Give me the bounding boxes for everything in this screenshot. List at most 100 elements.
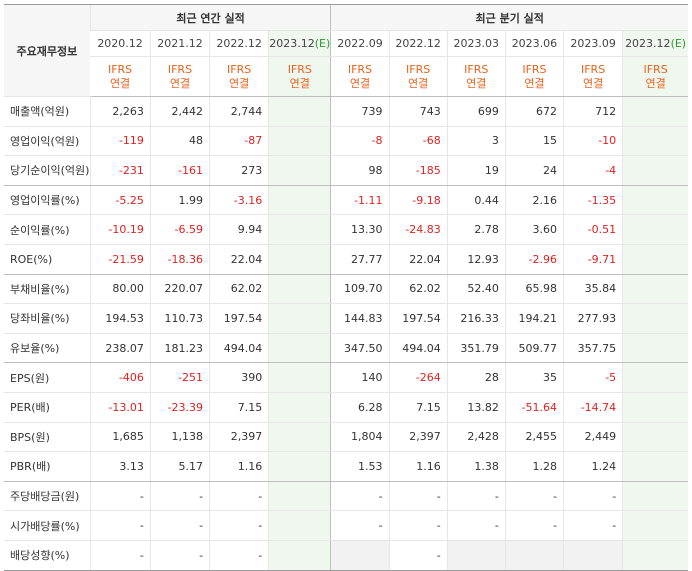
table-cell: -8: [330, 126, 390, 157]
table-cell: 238.07: [89, 333, 151, 364]
table-cell: 1,138: [149, 422, 210, 453]
annual-group-header: 최근 연간 실적: [89, 4, 331, 31]
period-header: 2022.12: [209, 30, 269, 57]
table-cell: 197.54: [388, 303, 448, 334]
table-cell: [268, 96, 331, 127]
table-cell: -68: [388, 126, 448, 157]
table-cell: 699: [446, 96, 506, 127]
table-cell: 2.78: [446, 214, 506, 245]
table-row: 영업이익률(%) -5.25 1.99 -3.16 -1.11 -9.18 0.44 2.16…: [4, 185, 688, 216]
table-cell: -: [504, 481, 564, 512]
table-cell: [330, 540, 390, 571]
table-cell: [622, 481, 688, 512]
table-cell: 52.40: [446, 274, 506, 305]
table-cell: 712: [563, 96, 623, 127]
row-label: 유보율(%): [4, 333, 91, 364]
row-label: 당좌비율(%): [4, 303, 91, 334]
table-cell: 35: [504, 362, 564, 393]
table-cell: 216.33: [446, 303, 506, 334]
table-cell: -: [388, 481, 448, 512]
period-header: 2023.06: [504, 30, 564, 57]
period-label: 2020.12: [97, 37, 143, 50]
accounting-standard: IFRS 연결: [388, 56, 448, 97]
table-cell: [622, 214, 688, 245]
row-label: BPS(원): [4, 422, 91, 453]
table-cell: 2,744: [209, 96, 269, 127]
table-cell: 2,263: [89, 96, 151, 127]
table-cell: [268, 126, 331, 157]
table-cell: 22.04: [388, 244, 448, 275]
table-cell: [622, 155, 688, 186]
table-cell: -161: [149, 155, 210, 186]
table-cell: [268, 451, 331, 482]
table-cell: -251: [149, 362, 210, 393]
period-label: 2023.03: [453, 37, 500, 50]
row-label: 영업이익률(%): [4, 185, 91, 216]
table-cell: 13.82: [446, 392, 506, 423]
table-cell: 144.83: [330, 303, 390, 334]
table-cell: 98: [330, 155, 390, 186]
table-cell: -10: [563, 126, 623, 157]
accounting-standard: IFRS 연결: [149, 56, 210, 97]
accounting-standard: IFRS 연결: [446, 56, 506, 97]
standard-ifrs: IFRS: [347, 62, 373, 76]
table-cell: [268, 481, 331, 512]
row-label: 부채비율(%): [4, 274, 91, 305]
table-cell: -: [149, 510, 210, 541]
table-cell: -: [89, 540, 151, 571]
table-cell: -231: [89, 155, 151, 186]
table-row: PER(배) -13.01 -23.39 7.15 6.28 7.15 13.82 -51.6…: [4, 392, 688, 423]
table-cell: 22.04: [209, 244, 269, 275]
period-label: 2021.12: [157, 37, 203, 50]
table-cell: 1.16: [388, 451, 448, 482]
table-cell: [268, 185, 331, 216]
table-cell: [622, 362, 688, 393]
table-cell: -: [330, 510, 390, 541]
period-header: 2023.03: [446, 30, 506, 57]
accounting-standard: IFRS 연결: [90, 56, 151, 97]
table-row: BPS(원) 1,685 1,138 2,397 1,804 2,397 2,428 2,45…: [4, 422, 688, 453]
row-label: PBR(배): [4, 451, 91, 482]
standard-ifrs: IFRS: [167, 62, 193, 76]
table-cell: -185: [388, 155, 448, 186]
table-row: PBR(배) 3.13 5.17 1.16 1.53 1.16 1.38 1.28 1.24: [4, 451, 688, 482]
standard-ifrs: IFRS: [287, 62, 312, 76]
table-cell: 9.94: [209, 214, 269, 245]
table-cell: [446, 540, 506, 571]
table-row: ROE(%) -21.59 -18.36 22.04 27.77 22.04 12.93 -2…: [4, 244, 688, 275]
standard-ifrs: IFRS: [107, 62, 133, 76]
standard-ifrs: IFRS: [580, 62, 606, 76]
table-cell: -1.35: [563, 185, 623, 216]
table-cell: [268, 214, 331, 245]
table-cell: -: [89, 510, 151, 541]
table-cell: 351.79: [446, 333, 506, 364]
table-cell: -2.96: [504, 244, 564, 275]
table-cell: [268, 274, 331, 305]
table-cell: 509.77: [504, 333, 564, 364]
table-cell: -13.01: [89, 392, 151, 423]
period-label: 2022.09: [337, 37, 383, 50]
table-cell: -: [446, 481, 506, 512]
table-cell: [268, 362, 331, 393]
table-cell: 2,449: [563, 422, 623, 453]
table-cell: 3: [446, 126, 506, 157]
standard-consolidated: 연결: [582, 76, 604, 90]
table-cell: 3.60: [504, 214, 564, 245]
table-cell: -: [330, 481, 390, 512]
standard-ifrs: IFRS: [406, 62, 431, 76]
table-cell: -6.59: [149, 214, 210, 245]
table-cell: -9.71: [563, 244, 623, 275]
table-cell: 390: [209, 362, 269, 393]
accounting-standard: IFRS 연결: [622, 56, 688, 97]
table-cell: [563, 540, 623, 571]
estimate-mark: (E): [314, 37, 331, 50]
table-cell: -0.51: [563, 214, 623, 245]
table-cell: 1.24: [563, 451, 623, 482]
table-cell: 739: [330, 96, 390, 127]
row-label: 영업이익(억원): [4, 126, 91, 157]
table-cell: [268, 422, 331, 453]
period-label: 2023.12: [269, 37, 315, 50]
table-cell: 140: [330, 362, 390, 393]
table-cell: [622, 422, 688, 453]
row-label: PER(배): [4, 392, 91, 423]
